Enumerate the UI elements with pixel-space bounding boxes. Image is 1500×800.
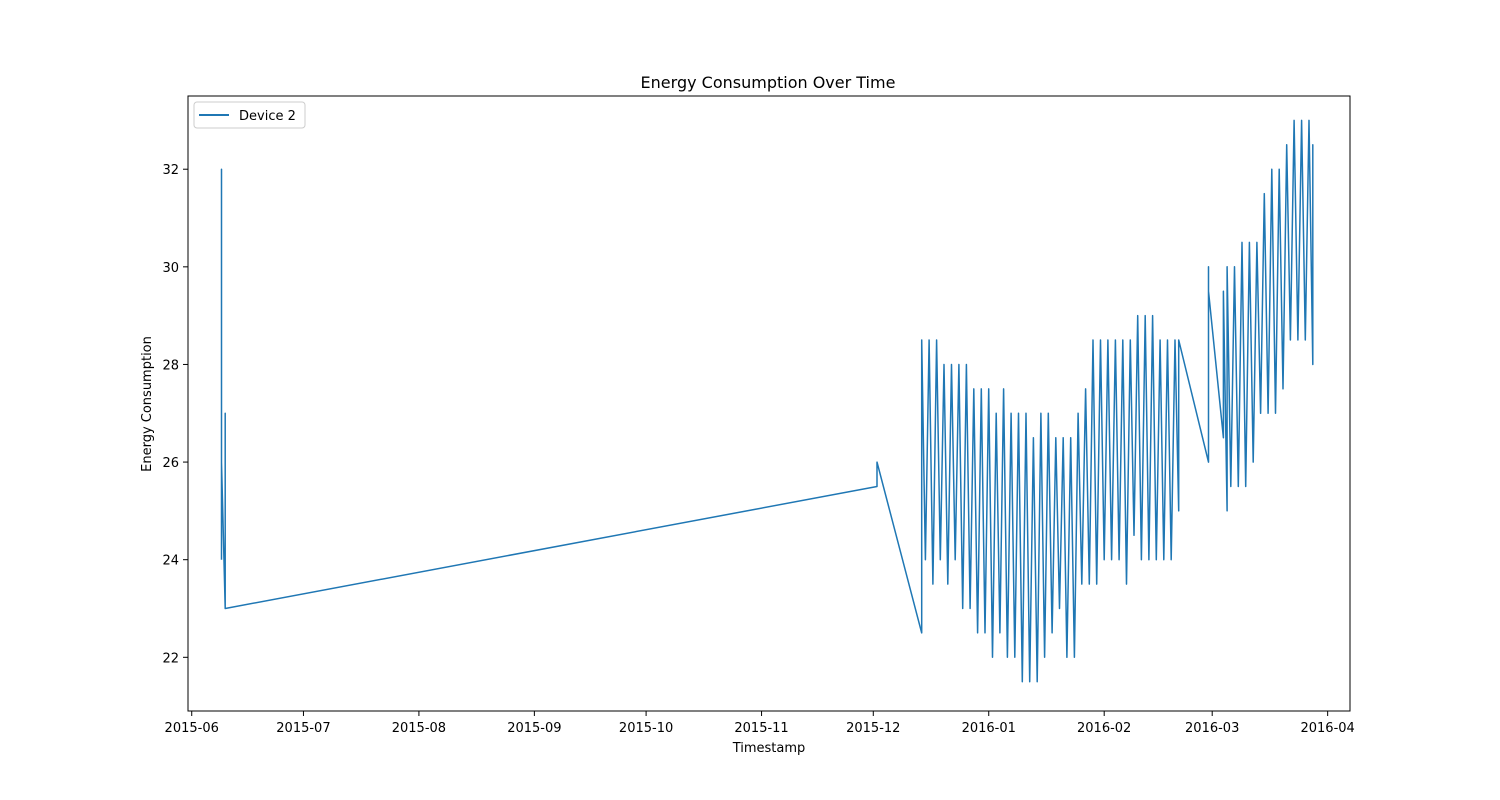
y-tick-label: 32 bbox=[162, 163, 179, 178]
plot-frame bbox=[187, 95, 1351, 712]
chart-title: Energy Consumption Over Time bbox=[641, 73, 896, 92]
x-tick-label: 2016-02 bbox=[1077, 721, 1131, 736]
y-axis: 22 24 26 28 30 32 bbox=[162, 163, 188, 666]
series-line bbox=[220, 119, 1314, 683]
legend-label: Device 2 bbox=[239, 109, 296, 124]
y-tick-label: 22 bbox=[162, 651, 179, 666]
x-tick-label: 2015-06 bbox=[165, 721, 219, 736]
legend: Device 2 bbox=[193, 101, 306, 129]
x-tick-label: 2015-12 bbox=[846, 721, 900, 736]
y-tick-label: 24 bbox=[162, 554, 179, 569]
y-tick-label: 28 bbox=[162, 358, 179, 373]
x-tick-label: 2015-08 bbox=[392, 721, 446, 736]
x-axis-label: Timestamp bbox=[732, 741, 806, 756]
x-tick-label: 2016-03 bbox=[1185, 721, 1239, 736]
x-tick-label: 2015-09 bbox=[507, 721, 561, 736]
y-tick-label: 30 bbox=[162, 261, 179, 276]
x-tick-label: 2015-11 bbox=[734, 721, 788, 736]
legend-box bbox=[193, 101, 306, 129]
x-tick-label: 2015-10 bbox=[619, 721, 673, 736]
x-tick-label: 2016-01 bbox=[962, 721, 1016, 736]
y-axis-label: Energy Consumption bbox=[140, 336, 155, 472]
x-tick-label: 2015-07 bbox=[276, 721, 330, 736]
x-axis: 2015-06 2015-07 2015-08 2015-09 2015-10 2015-… bbox=[165, 711, 1355, 736]
series-layer bbox=[220, 119, 1314, 683]
x-tick-label: 2016-04 bbox=[1300, 721, 1354, 736]
y-tick-label: 26 bbox=[162, 456, 179, 471]
